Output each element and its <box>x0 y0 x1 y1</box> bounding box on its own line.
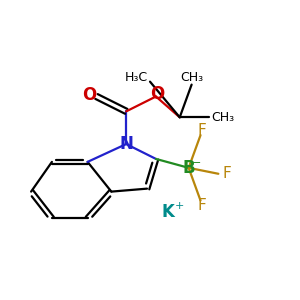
Text: N: N <box>119 135 133 153</box>
Text: O: O <box>82 86 96 104</box>
Text: F: F <box>223 166 232 181</box>
Text: CH₃: CH₃ <box>180 71 203 84</box>
Text: K: K <box>161 203 174 221</box>
Text: CH₃: CH₃ <box>211 111 234 124</box>
Text: H₃C: H₃C <box>125 71 148 84</box>
Text: O: O <box>150 85 165 103</box>
Text: B: B <box>182 159 195 177</box>
Text: F: F <box>198 198 206 213</box>
Text: +: + <box>175 202 184 212</box>
Text: F: F <box>198 123 206 138</box>
Text: −: − <box>191 158 201 168</box>
